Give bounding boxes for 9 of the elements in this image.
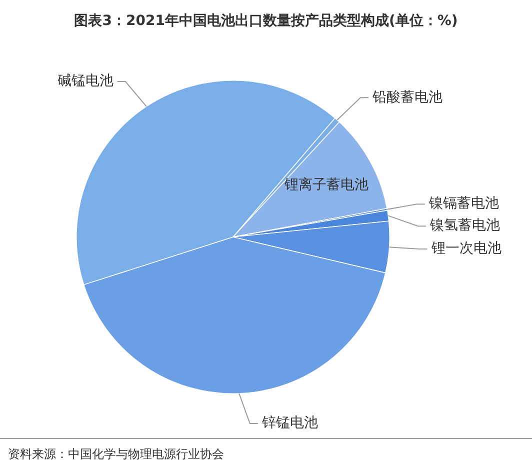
slice-label: 镍氢蓄电池: [428, 218, 500, 234]
slice-label: 铅酸蓄电池: [371, 89, 442, 106]
slice-label: 碱锰电池: [57, 73, 114, 90]
text: 资料来源：中国化学与物理电源行业协会: [8, 446, 224, 463]
chart-title: 图表3：2021年中国电池出口数量按产品类型构成(单位：%): [73, 12, 459, 30]
slice-label: 锂一次电池: [430, 240, 502, 257]
slice-label: 锌锰电池: [260, 415, 318, 432]
slice-label: 锂离子蓄电池: [283, 177, 368, 194]
slice-label: 镍镉蓄电池: [428, 196, 499, 212]
